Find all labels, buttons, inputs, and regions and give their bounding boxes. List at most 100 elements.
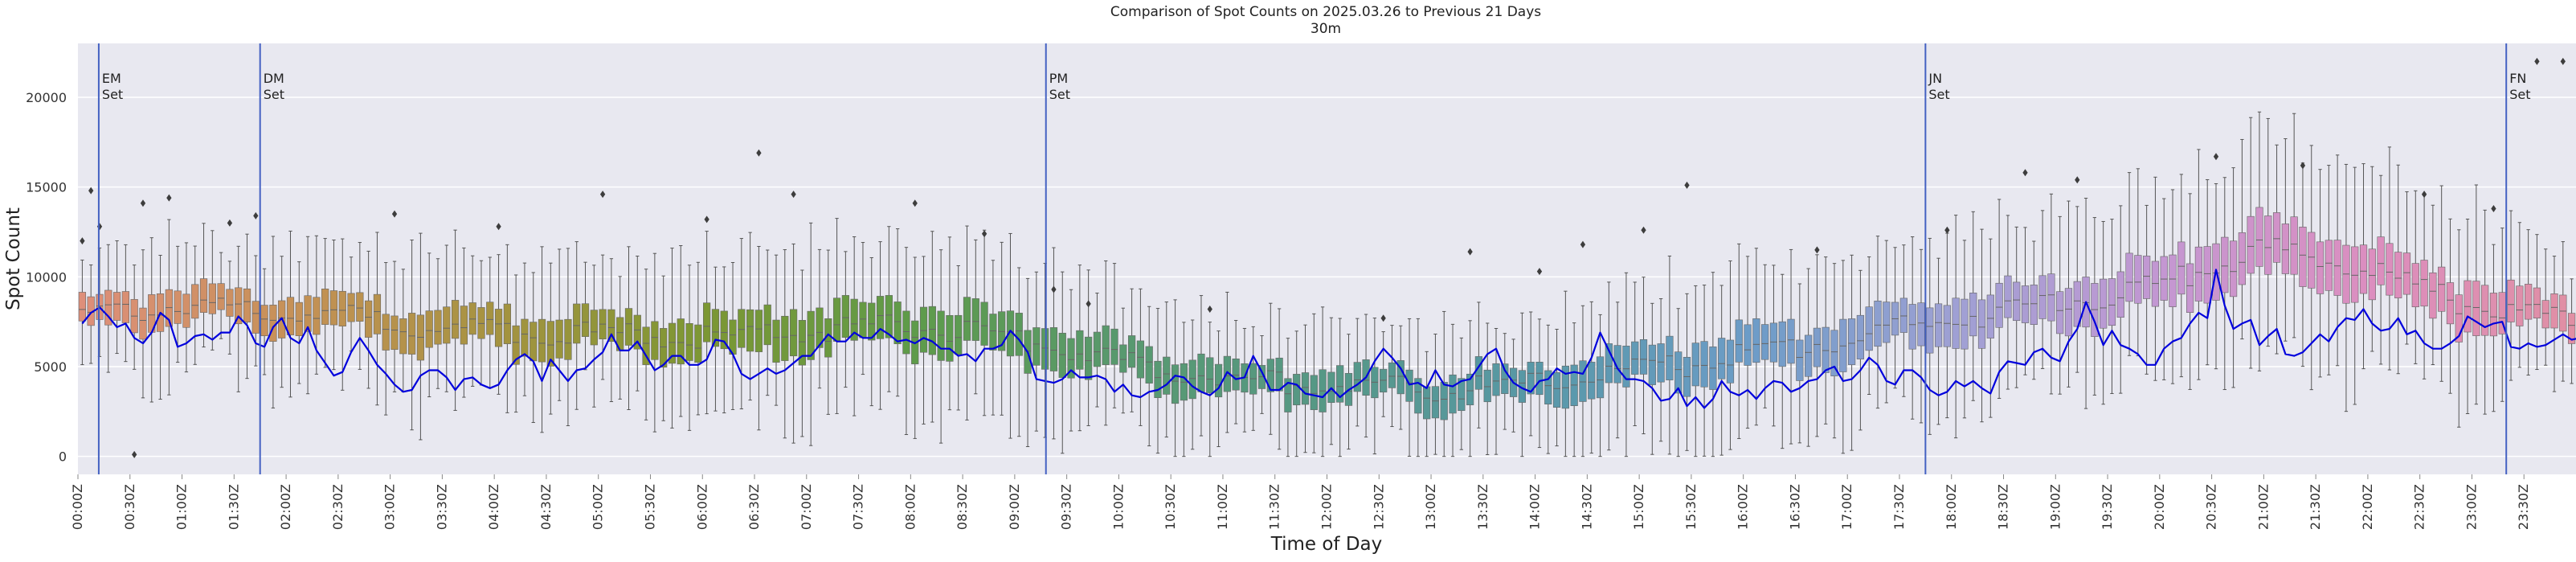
box-bin bbox=[2455, 294, 2463, 343]
box-bin bbox=[1336, 365, 1344, 403]
box-bin bbox=[1423, 386, 1431, 420]
x-tick-label: 03:00Z bbox=[382, 484, 398, 530]
x-tick-label: 01:30Z bbox=[226, 484, 241, 530]
x-tick-label: 20:00Z bbox=[2152, 484, 2167, 530]
box-bin bbox=[1778, 321, 1786, 367]
box-bin bbox=[2013, 281, 2021, 322]
box-bin bbox=[338, 290, 346, 327]
box-bin bbox=[998, 311, 1006, 351]
box-bin bbox=[226, 289, 234, 317]
outlier-point bbox=[599, 191, 606, 199]
box-bin bbox=[573, 303, 581, 344]
box-bin bbox=[2472, 281, 2480, 336]
box-bin bbox=[2030, 285, 2038, 325]
box-bin bbox=[365, 300, 373, 338]
x-tick-label: 05:00Z bbox=[591, 484, 606, 530]
x-tick-label: 04:30Z bbox=[538, 484, 554, 530]
box-bin bbox=[1458, 378, 1466, 412]
box-bin bbox=[217, 283, 225, 310]
box-bin bbox=[1813, 327, 1822, 367]
outlier-point bbox=[981, 230, 987, 238]
box-bin bbox=[564, 318, 572, 360]
annotation-label: DM bbox=[264, 71, 284, 86]
box-bin bbox=[1206, 357, 1214, 393]
box-bin bbox=[1899, 297, 1907, 333]
box-bin bbox=[1822, 326, 1830, 373]
box-bin bbox=[772, 319, 780, 363]
x-tick-label: 19:30Z bbox=[2100, 484, 2115, 530]
box-bin bbox=[460, 306, 468, 345]
box-bin bbox=[2134, 255, 2142, 304]
box-bin bbox=[512, 325, 520, 365]
box-bin bbox=[2481, 285, 2489, 336]
x-tick-label: 19:00Z bbox=[2047, 484, 2063, 530]
box-bin bbox=[1986, 294, 1994, 338]
box-bin bbox=[1744, 324, 1752, 366]
box-bin bbox=[2516, 285, 2524, 326]
outlier-point bbox=[1467, 248, 1473, 256]
x-tick-label: 01:00Z bbox=[174, 484, 190, 530]
outlier-point bbox=[391, 210, 398, 218]
box-bin bbox=[182, 293, 190, 328]
box-bin bbox=[633, 314, 641, 350]
box-bin bbox=[1501, 363, 1509, 394]
x-tick-label: 03:30Z bbox=[434, 484, 449, 530]
box-bin bbox=[2308, 232, 2316, 289]
box-bin bbox=[1657, 343, 1665, 383]
box-bin bbox=[1492, 363, 1500, 396]
box-bin bbox=[1674, 351, 1683, 394]
box-bin bbox=[1865, 306, 1873, 351]
annotation-sublabel: Set bbox=[1928, 87, 1949, 102]
x-tick-label: 23:00Z bbox=[2464, 484, 2479, 530]
box-bin bbox=[963, 297, 971, 341]
box-bin bbox=[2377, 236, 2385, 285]
x-tick-label: 12:30Z bbox=[1371, 484, 1386, 530]
x-tick-label: 07:30Z bbox=[851, 484, 866, 530]
outlier-point bbox=[1641, 226, 1646, 234]
box-bin bbox=[286, 297, 295, 335]
outlier-point bbox=[1944, 226, 1950, 234]
x-tick-label: 22:30Z bbox=[2412, 484, 2427, 530]
box-bin bbox=[1266, 359, 1274, 392]
x-tick-label: 08:00Z bbox=[902, 484, 918, 530]
box-bin bbox=[1301, 372, 1310, 405]
outlier-point bbox=[88, 187, 94, 195]
box-bin bbox=[989, 314, 997, 351]
x-tick-label: 21:30Z bbox=[2308, 484, 2323, 530]
box-bin bbox=[1943, 305, 1951, 347]
box-bin bbox=[2386, 243, 2394, 296]
box-bin bbox=[1726, 339, 1735, 384]
box-bin bbox=[174, 290, 182, 324]
box-bin bbox=[1067, 338, 1075, 379]
outlier-point bbox=[2300, 162, 2306, 170]
box-bin bbox=[1414, 378, 1422, 414]
box-bin bbox=[893, 302, 902, 344]
x-tick-label: 23:30Z bbox=[2516, 484, 2531, 530]
box-bin bbox=[199, 278, 208, 313]
box-bin bbox=[1110, 328, 1118, 365]
outlier-point bbox=[140, 199, 146, 207]
box-bin bbox=[2272, 212, 2281, 263]
box-bin bbox=[1032, 327, 1041, 366]
box-bin bbox=[1796, 339, 1804, 381]
box-bin bbox=[971, 298, 979, 341]
box-bin bbox=[2281, 224, 2289, 274]
box-bin bbox=[1995, 282, 2003, 328]
box-bin bbox=[2550, 293, 2558, 329]
outlier-point bbox=[2534, 57, 2540, 65]
box-bin bbox=[1171, 364, 1180, 404]
outlier-point bbox=[2022, 169, 2028, 177]
y-tick-label: 5000 bbox=[34, 359, 67, 375]
box-bin bbox=[2194, 246, 2203, 302]
box-bin bbox=[260, 305, 268, 337]
box-bin bbox=[1163, 356, 1171, 395]
box-bin bbox=[2325, 240, 2333, 291]
outlier-point bbox=[96, 223, 103, 231]
box-bin bbox=[694, 324, 702, 363]
box-bin bbox=[521, 318, 529, 357]
outlier-point bbox=[227, 219, 233, 227]
x-tick-label: 11:30Z bbox=[1267, 484, 1282, 530]
box-bin bbox=[121, 291, 129, 323]
box-bin bbox=[329, 290, 338, 326]
